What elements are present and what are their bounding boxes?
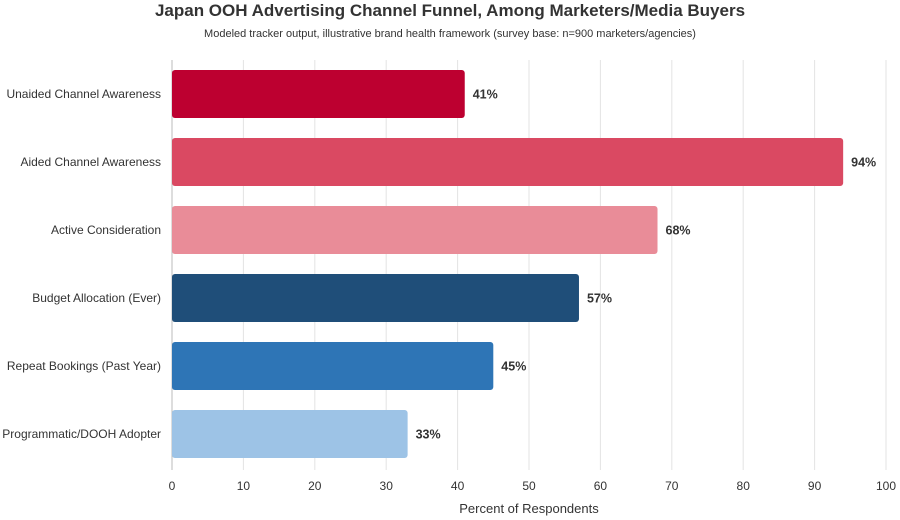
bars bbox=[172, 70, 844, 458]
chart-title: Japan OOH Advertising Channel Funnel, Am… bbox=[154, 1, 746, 20]
x-tick-label: 0 bbox=[169, 479, 176, 493]
x-tick-label: 70 bbox=[665, 479, 679, 493]
value-label: 41% bbox=[473, 88, 498, 102]
chart-subtitle: Modeled tracker output, illustrative bra… bbox=[204, 28, 696, 40]
x-tick-label: 30 bbox=[380, 479, 394, 493]
value-label: 33% bbox=[416, 428, 441, 442]
x-tick-label: 50 bbox=[522, 479, 536, 493]
bar bbox=[172, 410, 408, 458]
gridlines bbox=[171, 60, 887, 470]
category-label: Active Consideration bbox=[51, 223, 161, 237]
value-label: 68% bbox=[666, 224, 691, 238]
bar bbox=[172, 342, 494, 390]
x-tick-label: 20 bbox=[308, 479, 322, 493]
category-label: Repeat Bookings (Past Year) bbox=[7, 359, 161, 373]
x-tick-label: 40 bbox=[451, 479, 465, 493]
x-axis-title: Percent of Respondents bbox=[459, 501, 599, 516]
value-label: 57% bbox=[587, 292, 612, 306]
x-tick-label: 80 bbox=[737, 479, 751, 493]
value-label: 94% bbox=[851, 156, 876, 170]
x-tick-label: 100 bbox=[876, 479, 896, 493]
x-tick-label: 10 bbox=[237, 479, 251, 493]
category-label: Programmatic/DOOH Adopter bbox=[2, 427, 161, 441]
bar bbox=[172, 70, 465, 118]
labels: 0 10 20 30 40 50 60 70 80 90 100 Unaided Channel Aw… bbox=[2, 87, 896, 493]
bar bbox=[172, 138, 844, 186]
x-tick-label: 90 bbox=[808, 479, 822, 493]
bar bbox=[172, 274, 579, 322]
category-label: Unaided Channel Awareness bbox=[6, 87, 161, 101]
category-label: Aided Channel Awareness bbox=[20, 155, 161, 169]
value-label: 45% bbox=[501, 360, 526, 374]
bar bbox=[172, 206, 658, 254]
x-tick-label: 60 bbox=[594, 479, 608, 493]
category-label: Budget Allocation (Ever) bbox=[32, 291, 161, 305]
